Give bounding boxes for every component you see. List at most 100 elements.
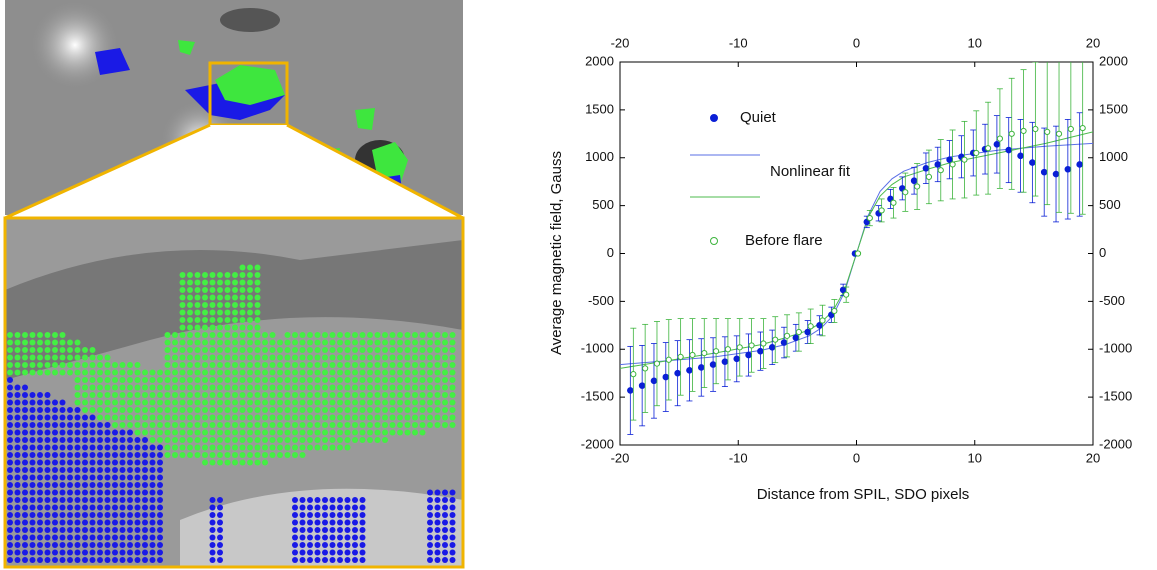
pixel-dot: [434, 347, 441, 353]
pixel-dot: [449, 392, 456, 398]
pixel-dot: [164, 437, 171, 443]
pixel-dot: [427, 384, 433, 391]
pixel-dot: [277, 444, 283, 451]
pixel-dot: [89, 512, 96, 518]
pixel-dot: [247, 264, 253, 271]
pixel-dot: [44, 339, 51, 346]
pixel-dot: [352, 497, 358, 503]
pixel-dot: [232, 317, 238, 323]
pixel-dot: [292, 512, 298, 518]
pixel-dot: [157, 459, 163, 466]
pixel-dot: [74, 459, 81, 466]
pixel-dot: [29, 542, 36, 548]
pixel-dot: [142, 482, 148, 488]
pixel-dot: [434, 519, 441, 526]
pixel-dot: [179, 429, 186, 436]
pixel-dot: [352, 332, 358, 338]
pixel-dot: [314, 512, 321, 518]
pixel-dot: [202, 324, 208, 331]
data-point: [709, 361, 717, 368]
pixel-dot: [74, 504, 81, 511]
pixel-dot: [14, 504, 21, 511]
data-point: [937, 167, 944, 174]
pixel-dot: [322, 437, 328, 443]
pixel-dot: [217, 422, 223, 428]
pixel-dot: [157, 377, 163, 383]
pixel-dot: [299, 362, 306, 368]
pixel-dot: [262, 429, 268, 436]
pixel-dot: [434, 362, 441, 368]
pixel-dot: [187, 302, 193, 308]
pixel-dot: [427, 512, 433, 518]
pixel-dot: [157, 437, 163, 443]
y2-tick-label: -2000: [1099, 436, 1132, 451]
pixel-dot: [52, 519, 58, 526]
pixel-dot: [59, 497, 66, 503]
pixel-dot: [14, 527, 21, 533]
pixel-dot: [22, 384, 28, 391]
pixel-dot: [97, 407, 103, 413]
pixel-dot: [434, 542, 441, 548]
pixel-dot: [194, 399, 201, 406]
pixel-dot: [284, 437, 291, 443]
pixel-dot: [134, 482, 141, 488]
pixel-dot: [74, 482, 81, 488]
pixel-dot: [127, 549, 133, 556]
pixel-dot: [89, 437, 96, 443]
pixel-dot: [232, 287, 238, 293]
pixel-dot: [112, 452, 118, 458]
pixel-dot: [29, 354, 36, 361]
data-point: [783, 332, 791, 339]
pixel-dot: [134, 519, 141, 526]
pixel-dot: [202, 459, 208, 466]
pixel-dot: [434, 332, 441, 338]
pixel-dot: [74, 429, 81, 436]
pixel-dot: [254, 302, 261, 308]
y2-tick-label: -500: [1099, 293, 1125, 308]
pixel-dot: [134, 512, 141, 518]
pixel-dot: [89, 347, 96, 353]
pixel-dot: [247, 422, 253, 428]
pixel-dot: [269, 452, 276, 458]
pixel-dot: [337, 407, 343, 413]
pixel-dot: [52, 369, 58, 376]
pixel-dot: [442, 489, 448, 496]
pixel-dot: [262, 354, 268, 361]
pixel-dot: [44, 347, 51, 353]
pixel-dot: [322, 534, 328, 541]
pixel-dot: [344, 534, 351, 541]
data-point: [630, 371, 637, 378]
pixel-dot: [22, 369, 28, 376]
data-point: [984, 145, 992, 152]
pixel-dot: [419, 369, 426, 376]
legend-label: Nonlinear fit: [770, 163, 851, 180]
pixel-dot: [74, 339, 81, 346]
pixel-dot: [82, 534, 88, 541]
pixel-dot: [127, 482, 133, 488]
pixel-dot: [149, 512, 156, 518]
pixel-dot: [314, 362, 321, 368]
pixel-dot: [127, 407, 133, 413]
pixel-dot: [29, 504, 36, 511]
pixel-dot: [74, 512, 81, 518]
pixel-dot: [119, 482, 126, 488]
pixel-dot: [277, 347, 283, 353]
pixel-dot: [97, 549, 103, 556]
pixel-dot: [194, 332, 201, 338]
pixel-dot: [449, 504, 456, 511]
pixel-dot: [217, 317, 223, 323]
pixel-dot: [104, 384, 111, 391]
pixel-dot: [322, 354, 328, 361]
pixel-dot: [299, 429, 306, 436]
pixel-dot: [82, 384, 88, 391]
x-tick-label: 20: [1086, 450, 1100, 465]
pixel-dot: [127, 362, 133, 368]
legend-marker: [710, 237, 718, 245]
pixel-dot: [352, 354, 358, 361]
pixel-dot: [104, 467, 111, 473]
pixel-dot: [224, 347, 231, 353]
pixel-dot: [299, 452, 306, 458]
pixel-dot: [247, 399, 253, 406]
pixel-dot: [187, 324, 193, 331]
pixel-dot: [37, 414, 43, 421]
